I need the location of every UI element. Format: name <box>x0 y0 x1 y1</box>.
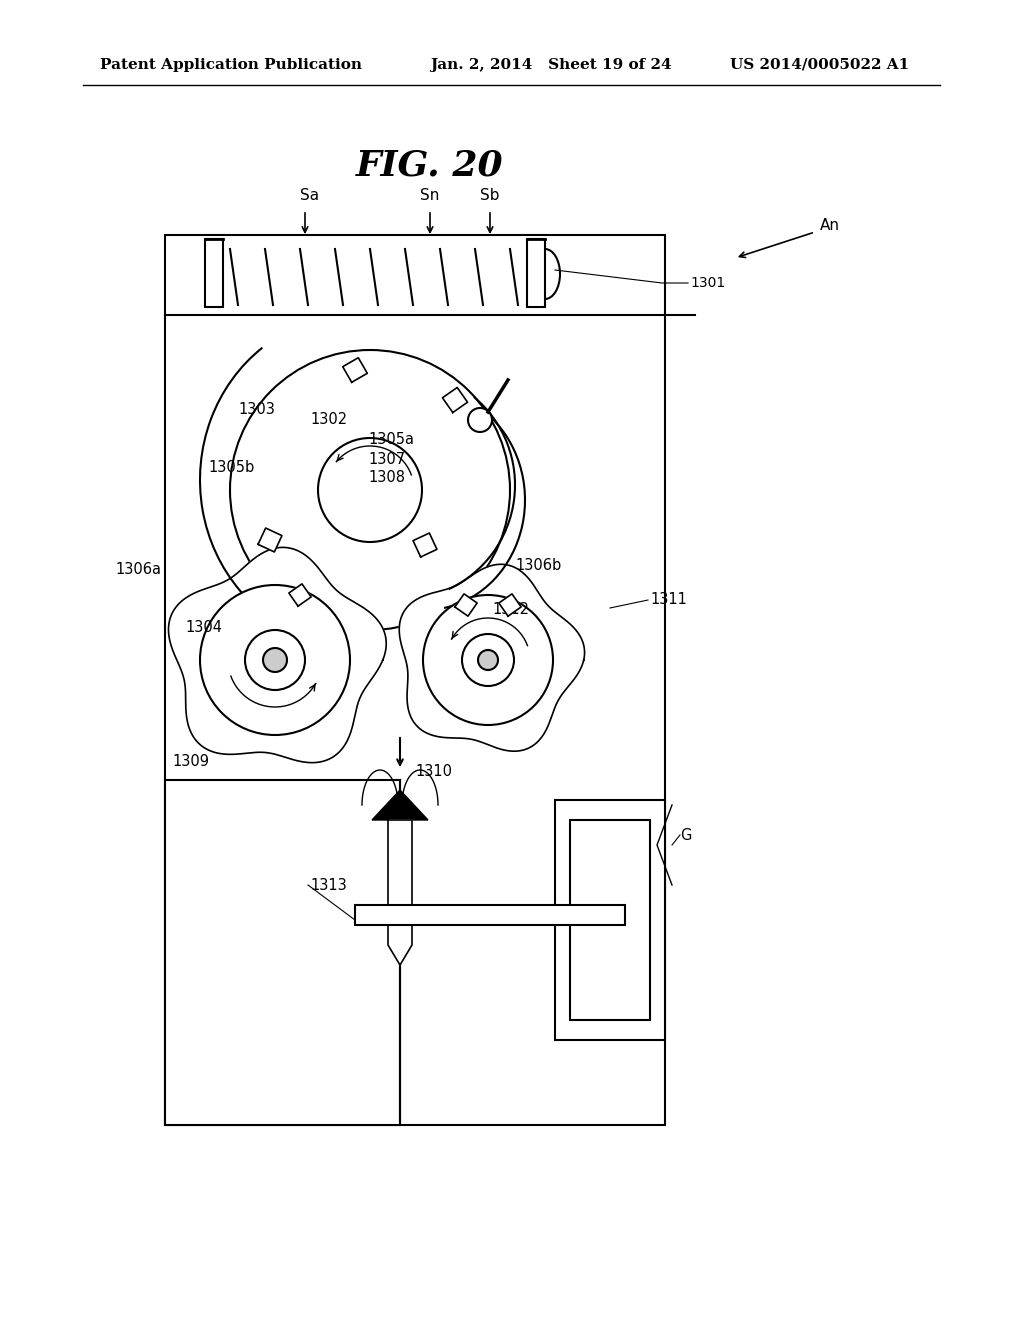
Text: Jan. 2, 2014   Sheet 19 of 24: Jan. 2, 2014 Sheet 19 of 24 <box>430 58 672 73</box>
Polygon shape <box>388 820 412 965</box>
Circle shape <box>423 595 553 725</box>
Text: 1313: 1313 <box>310 878 347 892</box>
Text: 1309: 1309 <box>172 755 209 770</box>
Bar <box>527 239 545 308</box>
Text: 1303: 1303 <box>238 403 274 417</box>
Bar <box>165 780 400 1125</box>
Text: 1308: 1308 <box>368 470 406 486</box>
Text: Sa: Sa <box>300 187 319 202</box>
Text: 1305a: 1305a <box>368 433 414 447</box>
Text: 1307: 1307 <box>368 453 406 467</box>
Text: Sn: Sn <box>420 187 439 202</box>
Polygon shape <box>455 594 477 616</box>
Text: 1305b: 1305b <box>208 461 254 475</box>
Polygon shape <box>372 789 428 820</box>
Text: Sb: Sb <box>480 187 500 202</box>
Bar <box>570 820 650 1020</box>
Circle shape <box>468 408 492 432</box>
Text: 1310: 1310 <box>415 764 452 780</box>
Text: 1306b: 1306b <box>515 557 561 573</box>
Bar <box>355 906 625 925</box>
Text: 1312: 1312 <box>492 602 529 618</box>
Bar <box>555 800 665 1040</box>
Bar <box>205 239 223 308</box>
Circle shape <box>245 630 305 690</box>
Circle shape <box>200 585 350 735</box>
Polygon shape <box>413 533 437 557</box>
Text: US 2014/0005022 A1: US 2014/0005022 A1 <box>730 58 909 73</box>
Text: 1306a: 1306a <box>115 562 161 578</box>
Text: G: G <box>680 828 691 842</box>
Polygon shape <box>343 358 368 383</box>
Circle shape <box>462 634 514 686</box>
Text: 1311: 1311 <box>650 593 687 607</box>
Polygon shape <box>399 565 585 751</box>
Polygon shape <box>442 388 468 413</box>
Text: 1302: 1302 <box>310 412 347 428</box>
Polygon shape <box>258 528 282 552</box>
Circle shape <box>478 649 498 671</box>
Text: 1304: 1304 <box>185 620 222 635</box>
Text: FIG. 20: FIG. 20 <box>356 148 504 182</box>
Bar <box>165 235 665 1125</box>
Circle shape <box>230 350 510 630</box>
Text: Patent Application Publication: Patent Application Publication <box>100 58 362 73</box>
Text: An: An <box>820 218 840 232</box>
Polygon shape <box>499 594 521 616</box>
Circle shape <box>318 438 422 543</box>
Text: 1301: 1301 <box>690 276 725 290</box>
Polygon shape <box>169 548 386 763</box>
Circle shape <box>263 648 287 672</box>
Polygon shape <box>289 583 311 606</box>
